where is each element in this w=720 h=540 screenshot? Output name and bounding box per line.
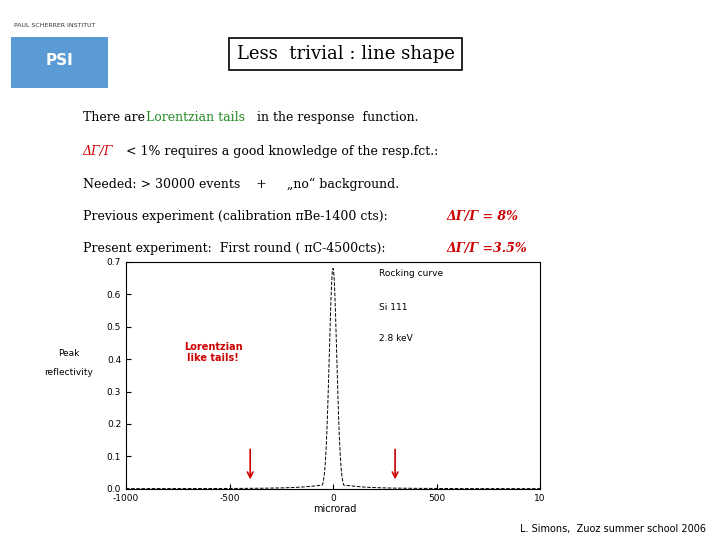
Text: Lorentzian
like tails!: Lorentzian like tails! — [184, 342, 242, 363]
Text: PSI: PSI — [46, 53, 73, 68]
Text: L. Simons,  Zuoz summer school 2006: L. Simons, Zuoz summer school 2006 — [520, 523, 706, 534]
Text: 2.8 keV: 2.8 keV — [379, 334, 413, 343]
Text: microrad: microrad — [313, 504, 356, 514]
Text: Needed: > 30000 events    +     „no“ background.: Needed: > 30000 events + „no“ background… — [83, 178, 399, 191]
Text: reflectivity: reflectivity — [44, 368, 93, 377]
Text: Less  trivial : line shape: Less trivial : line shape — [237, 45, 454, 63]
Text: ΔΓ/Γ: ΔΓ/Γ — [83, 145, 113, 158]
Text: Lorentzian tails: Lorentzian tails — [146, 111, 245, 124]
FancyBboxPatch shape — [11, 37, 108, 88]
Text: < 1% requires a good knowledge of the resp.fct.:: < 1% requires a good knowledge of the re… — [122, 145, 438, 158]
Text: Previous experiment (calibration πBe-1400 cts):: Previous experiment (calibration πBe-140… — [83, 210, 395, 223]
Text: ΔΓ/Γ = 8%: ΔΓ/Γ = 8% — [446, 210, 518, 223]
Text: ΔΓ/Γ =3.5%: ΔΓ/Γ =3.5% — [446, 242, 527, 255]
Text: Rocking curve: Rocking curve — [379, 269, 443, 278]
Text: Peak: Peak — [58, 349, 79, 358]
Text: in the response  function.: in the response function. — [253, 111, 418, 124]
Text: There are: There are — [83, 111, 149, 124]
Text: PAUL SCHERRER INSTITUT: PAUL SCHERRER INSTITUT — [14, 23, 96, 28]
Text: Present experiment:  First round ( πC-4500cts):: Present experiment: First round ( πC-450… — [83, 242, 401, 255]
Text: Si 111: Si 111 — [379, 303, 407, 312]
